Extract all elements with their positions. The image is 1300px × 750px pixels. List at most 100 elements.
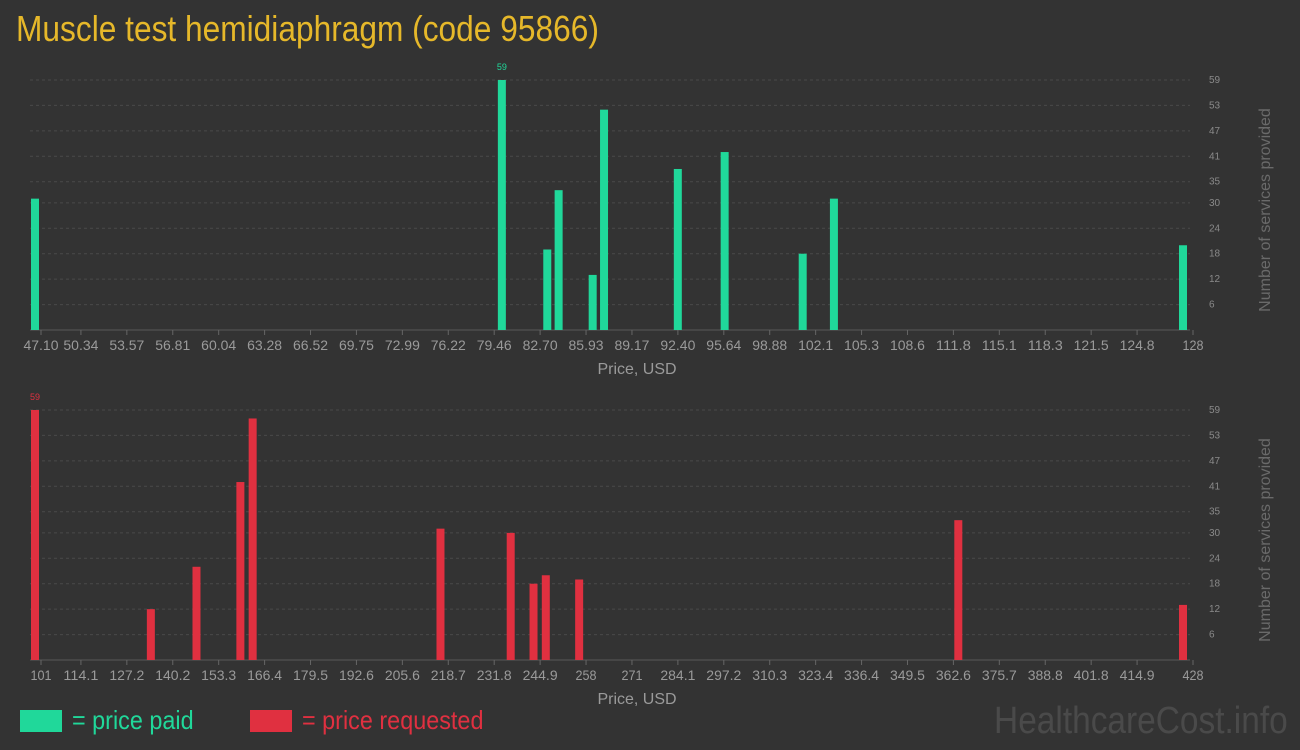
y-tick-label: 53 bbox=[1209, 100, 1221, 111]
x-tick-label: 128 bbox=[1183, 337, 1204, 353]
x-tick-label: 179.5 bbox=[293, 667, 328, 683]
bar bbox=[720, 152, 729, 330]
x-tick-label: 284.1 bbox=[660, 667, 695, 683]
bar bbox=[954, 520, 963, 660]
x-tick-label: 428 bbox=[1183, 667, 1204, 683]
x-tick-label: 95.64 bbox=[706, 337, 741, 353]
x-tick-label: 105.3 bbox=[844, 337, 879, 353]
x-tick-label: 114.1 bbox=[63, 667, 98, 683]
x-tick-label: 53.57 bbox=[109, 337, 144, 353]
price-paid-chart: 6 12 18 24 30 35 41 47 53 59 47.10 50.34 53.57 56.81 6… bbox=[24, 62, 1275, 378]
x-tick-label: 98.88 bbox=[752, 337, 787, 353]
bar bbox=[497, 80, 506, 330]
x-tick-label: 401.8 bbox=[1074, 667, 1109, 683]
x-tick-label: 297.2 bbox=[706, 667, 741, 683]
y-tick-label: 18 bbox=[1209, 249, 1221, 260]
bar bbox=[1179, 245, 1187, 330]
x-tick-label: 115.1 bbox=[982, 337, 1017, 353]
y-tick-label: 6 bbox=[1209, 630, 1215, 641]
y-tick-label: 47 bbox=[1209, 126, 1221, 137]
x-tick-label: 205.6 bbox=[385, 667, 420, 683]
x-tick-label: 375.7 bbox=[982, 667, 1017, 683]
legend-swatch-paid bbox=[20, 709, 62, 732]
x-tick-label: 258 bbox=[576, 667, 597, 683]
x-tick-label: 362.6 bbox=[936, 667, 971, 683]
x-tick-label: 60.04 bbox=[201, 337, 236, 353]
legend-swatch-requested bbox=[250, 709, 292, 732]
x-axis-title: Price, USD bbox=[597, 361, 676, 378]
bar bbox=[554, 190, 563, 330]
x-tick-label: 336.4 bbox=[844, 667, 879, 683]
x-tick-label: 121.5 bbox=[1074, 337, 1109, 353]
x-tick-label: 414.9 bbox=[1120, 667, 1155, 683]
y-tick-label: 59 bbox=[1209, 75, 1221, 86]
price-requested-chart: 6 12 18 24 30 35 41 47 53 59 101 114.1 127.2 140.2 153… bbox=[30, 392, 1274, 708]
bar bbox=[31, 198, 39, 330]
bar bbox=[829, 198, 838, 330]
y-tick-label: 35 bbox=[1209, 177, 1221, 188]
legend-price-requested: = price requested bbox=[250, 705, 504, 736]
bar bbox=[529, 583, 538, 660]
max-value-label: 59 bbox=[30, 392, 40, 402]
x-tick-label: 85.93 bbox=[569, 337, 604, 353]
x-tick-label: 69.75 bbox=[339, 337, 374, 353]
y-tick-label: 18 bbox=[1209, 579, 1221, 590]
bar bbox=[436, 528, 445, 660]
legend-label-paid: = price paid bbox=[72, 705, 194, 735]
y-tick-label: 30 bbox=[1209, 528, 1221, 539]
bar bbox=[248, 418, 257, 660]
x-tick-label: 140.2 bbox=[155, 667, 190, 683]
y-tick-label: 53 bbox=[1209, 430, 1221, 441]
bar bbox=[673, 168, 682, 330]
x-tick-label: 50.34 bbox=[63, 337, 98, 353]
bar bbox=[1179, 604, 1187, 660]
x-tick-label: 111.8 bbox=[936, 337, 971, 353]
x-tick-label: 101 bbox=[31, 667, 52, 683]
x-tick-label: 192.6 bbox=[339, 667, 374, 683]
x-tick-label: 76.22 bbox=[431, 337, 466, 353]
bar bbox=[575, 579, 584, 660]
bar bbox=[31, 410, 39, 660]
bar bbox=[506, 532, 515, 660]
bar bbox=[798, 253, 807, 330]
bar bbox=[192, 566, 201, 660]
x-tick-label: 92.40 bbox=[660, 337, 695, 353]
bar bbox=[543, 249, 552, 330]
y-tick-label: 47 bbox=[1209, 456, 1221, 467]
legend-price-paid: = price paid bbox=[20, 705, 207, 736]
y-tick-label: 41 bbox=[1209, 151, 1221, 162]
x-tick-label: 153.3 bbox=[201, 667, 236, 683]
x-tick-label: 349.5 bbox=[890, 667, 925, 683]
x-tick-label: 127.2 bbox=[109, 667, 144, 683]
x-tick-label: 47.10 bbox=[24, 337, 59, 353]
x-tick-label: 66.52 bbox=[293, 337, 328, 353]
x-tick-label: 166.4 bbox=[247, 667, 282, 683]
y-tick-label: 24 bbox=[1209, 223, 1221, 234]
max-value-label: 59 bbox=[497, 62, 507, 72]
legend-label-requested: = price requested bbox=[302, 705, 484, 735]
x-tick-label: 72.99 bbox=[385, 337, 420, 353]
x-tick-label: 310.3 bbox=[752, 667, 787, 683]
bar bbox=[541, 575, 550, 660]
y-tick-label: 6 bbox=[1209, 300, 1215, 311]
x-tick-label: 231.8 bbox=[477, 667, 512, 683]
y-tick-label: 59 bbox=[1209, 405, 1221, 416]
x-tick-label: 79.46 bbox=[477, 337, 512, 353]
x-tick-label: 388.8 bbox=[1028, 667, 1063, 683]
watermark-logo: HealthcareCost.info bbox=[994, 700, 1288, 742]
x-tick-label: 323.4 bbox=[798, 667, 833, 683]
page-title: Muscle test hemidiaphragm (code 95866) bbox=[16, 8, 599, 49]
x-tick-label: 63.28 bbox=[247, 337, 282, 353]
x-axis-title: Price, USD bbox=[597, 691, 676, 708]
bar bbox=[588, 274, 597, 330]
y-tick-label: 12 bbox=[1209, 274, 1221, 285]
x-tick-label: 108.6 bbox=[890, 337, 925, 353]
y-tick-label: 24 bbox=[1209, 553, 1221, 564]
bar bbox=[236, 482, 245, 660]
y-axis-title: Number of services provided bbox=[1257, 438, 1274, 642]
x-tick-label: 102.1 bbox=[798, 337, 833, 353]
x-tick-label: 89.17 bbox=[614, 337, 649, 353]
y-tick-label: 12 bbox=[1209, 604, 1221, 615]
x-tick-label: 82.70 bbox=[523, 337, 558, 353]
